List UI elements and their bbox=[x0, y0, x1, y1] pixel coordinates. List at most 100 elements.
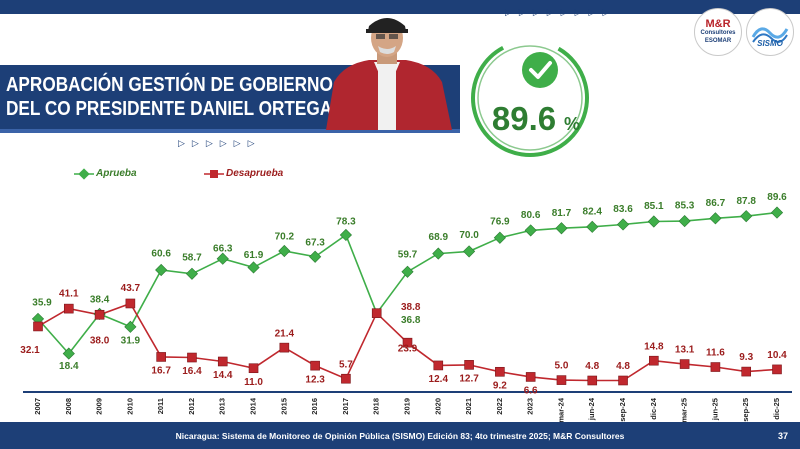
data-point-desaprueba bbox=[279, 342, 290, 353]
data-point-aprueba bbox=[185, 267, 199, 280]
badge-ring: 89.6 % bbox=[471, 39, 589, 157]
data-label-aprueba: 59.7 bbox=[398, 249, 418, 260]
data-label-desaprueba: 21.4 bbox=[275, 328, 295, 339]
data-label-desaprueba: 6.6 bbox=[524, 386, 538, 397]
data-point-desaprueba bbox=[33, 321, 43, 332]
data-point-desaprueba bbox=[710, 362, 721, 372]
data-label-desaprueba: 5.0 bbox=[555, 361, 569, 372]
mr-consultores-logo: M&R Consultores ESOMAR bbox=[694, 8, 742, 56]
data-label-aprueba: 61.9 bbox=[244, 250, 264, 261]
data-label-desaprueba: 12.4 bbox=[429, 374, 449, 385]
data-label-desaprueba: 32.1 bbox=[20, 345, 40, 356]
data-label-aprueba: 67.3 bbox=[305, 237, 325, 248]
data-label-desaprueba: 11.0 bbox=[244, 377, 263, 388]
legend-square-icon bbox=[204, 170, 224, 178]
data-point-aprueba bbox=[339, 228, 352, 242]
legend-label-desaprueba: Desaprueba bbox=[226, 168, 284, 179]
page-number: 37 bbox=[777, 431, 788, 441]
data-point-desaprueba bbox=[618, 375, 628, 386]
x-tick-label: 2008 bbox=[64, 398, 73, 415]
data-label-aprueba: 58.7 bbox=[182, 252, 202, 263]
data-label-desaprueba: 16.4 bbox=[182, 366, 202, 377]
x-tick-label: 2007 bbox=[33, 398, 42, 415]
decorative-arrows-middle: ▷▷▷▷▷▷ bbox=[178, 138, 262, 148]
data-point-aprueba bbox=[155, 263, 168, 277]
data-point-aprueba bbox=[524, 224, 537, 237]
x-tick-label: 2011 bbox=[156, 398, 165, 414]
mr-logo-subtext: Consultores bbox=[700, 30, 736, 36]
data-label-desaprueba: 41.1 bbox=[59, 288, 79, 299]
page-title: APROBACIÓN GESTIÓN DE GOBIERNO DEL CO PR… bbox=[6, 73, 333, 121]
data-label-desaprueba: 14.8 bbox=[644, 341, 664, 352]
data-point-aprueba bbox=[216, 252, 229, 265]
data-point-aprueba bbox=[647, 215, 660, 228]
data-label-desaprueba: 12.7 bbox=[459, 373, 479, 384]
data-label-desaprueba: 12.3 bbox=[305, 374, 325, 385]
sismo-logo: SISMO bbox=[746, 8, 794, 56]
x-tick-label: 2009 bbox=[95, 398, 104, 415]
data-point-desaprueba bbox=[63, 303, 74, 314]
x-tick-label: jun-24 bbox=[587, 397, 596, 421]
data-label-desaprueba: 10.4 bbox=[767, 350, 787, 361]
data-label-desaprueba: 11.6 bbox=[706, 348, 725, 359]
president-illustration bbox=[326, 18, 452, 130]
data-label-desaprueba: 14.4 bbox=[213, 370, 233, 381]
data-point-aprueba bbox=[463, 245, 476, 258]
data-label-aprueba: 78.3 bbox=[336, 217, 356, 228]
data-point-aprueba bbox=[678, 215, 691, 228]
x-tick-label: 2021 bbox=[464, 398, 473, 415]
data-label-aprueba: 76.9 bbox=[490, 216, 510, 227]
data-point-aprueba bbox=[247, 261, 260, 274]
data-label-desaprueba: 43.7 bbox=[121, 283, 141, 294]
data-point-aprueba bbox=[62, 347, 75, 360]
data-point-desaprueba bbox=[495, 366, 505, 377]
data-point-desaprueba bbox=[772, 364, 782, 375]
check-circle-icon bbox=[522, 52, 558, 88]
data-label-desaprueba: 5.7 bbox=[339, 359, 353, 370]
data-point-desaprueba bbox=[402, 337, 413, 348]
x-tick-label: jun-25 bbox=[710, 398, 719, 421]
data-point-desaprueba bbox=[156, 352, 166, 362]
data-point-desaprueba bbox=[341, 373, 351, 384]
title-line-1: APROBACIÓN GESTIÓN DE GOBIERNO bbox=[6, 74, 333, 96]
data-label-aprueba: 35.9 bbox=[32, 298, 52, 309]
headline-value: 89.6 bbox=[492, 100, 556, 137]
data-point-desaprueba bbox=[94, 309, 105, 320]
data-label-aprueba: 31.9 bbox=[121, 335, 141, 346]
data-label-desaprueba: 16.7 bbox=[151, 366, 171, 377]
data-point-aprueba bbox=[401, 265, 414, 278]
data-label-aprueba: 36.8 bbox=[401, 315, 421, 326]
checkmark-icon bbox=[529, 61, 552, 79]
data-label-desaprueba: 4.8 bbox=[585, 361, 599, 372]
president-photo bbox=[314, 12, 460, 130]
x-tick-label: 2017 bbox=[341, 398, 350, 415]
title-line-2: DEL CO PRESIDENTE DANIEL ORTEGA bbox=[6, 98, 333, 120]
data-point-aprueba bbox=[586, 220, 599, 233]
data-point-desaprueba bbox=[248, 363, 259, 374]
data-point-desaprueba bbox=[525, 372, 536, 382]
data-point-desaprueba bbox=[125, 298, 136, 309]
x-tick-label: dic-24 bbox=[649, 397, 658, 420]
footer-source: Nicaragua: Sistema de Monitoreo de Opini… bbox=[175, 431, 625, 441]
sismo-wave-icon bbox=[751, 27, 789, 43]
series-line-aprueba bbox=[37, 211, 778, 355]
x-tick-label: 2013 bbox=[218, 398, 227, 415]
data-point-desaprueba bbox=[433, 360, 444, 371]
data-label-desaprueba: 38.0 bbox=[90, 335, 110, 346]
data-label-aprueba: 18.4 bbox=[59, 361, 79, 372]
data-point-aprueba bbox=[309, 250, 322, 263]
esomar-logo-text: ESOMAR bbox=[704, 38, 732, 44]
data-label-desaprueba: 13.1 bbox=[675, 345, 695, 356]
data-label-aprueba: 80.6 bbox=[521, 210, 541, 221]
data-label-aprueba: 68.9 bbox=[429, 232, 449, 243]
x-tick-label: 2014 bbox=[249, 397, 258, 415]
data-point-aprueba bbox=[709, 212, 722, 225]
legend-diamond-icon bbox=[74, 168, 94, 180]
x-tick-label: mar-24 bbox=[556, 397, 565, 422]
top-bar bbox=[0, 0, 800, 14]
data-label-desaprueba: 9.3 bbox=[739, 352, 753, 363]
data-point-aprueba bbox=[493, 231, 506, 244]
x-tick-label: mar-25 bbox=[680, 398, 689, 423]
data-point-desaprueba bbox=[679, 359, 690, 369]
data-label-aprueba: 85.1 bbox=[644, 201, 664, 212]
